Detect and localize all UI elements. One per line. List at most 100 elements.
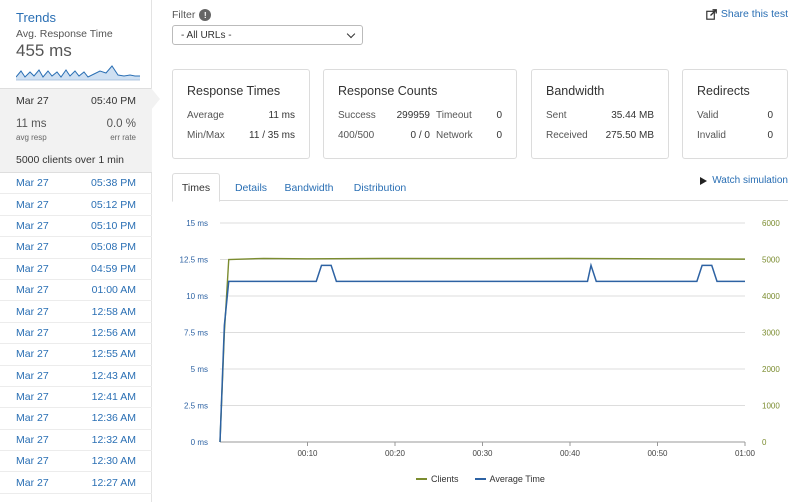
selected-run-pointer bbox=[151, 88, 160, 110]
selected-run[interactable]: Mar 27 05:40 PM 11 ms avg resp 0.0 % err… bbox=[0, 88, 152, 173]
success-value: 299959 bbox=[396, 110, 430, 121]
redirects-title: Redirects bbox=[697, 84, 750, 98]
run-time: 12:41 AM bbox=[91, 391, 136, 404]
sent-label: Sent bbox=[546, 110, 567, 121]
run-list-item[interactable]: Mar 27 12:56 AM bbox=[0, 323, 152, 345]
tab-distribution[interactable]: Distribution bbox=[353, 181, 407, 194]
x-tick-label: 00:30 bbox=[472, 449, 493, 458]
watch-simulation-label: Watch simulation bbox=[712, 175, 788, 186]
run-list-item[interactable]: Mar 27 12:30 AM bbox=[0, 451, 152, 473]
legend-clients-swatch bbox=[416, 478, 427, 480]
success-label: Success bbox=[338, 110, 376, 121]
avg-resp-metric: 11 ms avg resp bbox=[16, 118, 47, 142]
watch-simulation-link[interactable]: Watch simulation bbox=[700, 175, 788, 186]
run-date: Mar 27 bbox=[16, 391, 49, 404]
tab-details[interactable]: Details bbox=[234, 181, 268, 194]
average-label: Average bbox=[187, 110, 225, 121]
legend-clients-label: Clients bbox=[431, 474, 459, 484]
run-list-item[interactable]: Mar 27 12:32 AM bbox=[0, 430, 152, 452]
tab-times[interactable]: Times bbox=[172, 173, 220, 202]
run-date: Mar 27 bbox=[16, 455, 49, 468]
run-time: 12:56 AM bbox=[91, 326, 136, 339]
run-date: Mar 27 bbox=[16, 369, 49, 382]
run-time: 12:58 AM bbox=[91, 305, 136, 318]
x-tick-label: 00:40 bbox=[560, 449, 581, 458]
bandwidth-title: Bandwidth bbox=[546, 84, 605, 98]
tab-bandwidth[interactable]: Bandwidth bbox=[284, 181, 334, 194]
y-right-tick-label: 3000 bbox=[762, 329, 780, 338]
run-list-item[interactable]: Mar 27 12:36 AM bbox=[0, 408, 152, 430]
y-left-tick-label: 7.5 ms bbox=[184, 329, 208, 338]
average-time-series-line bbox=[219, 262, 745, 443]
err-rate-metric: 0.0 % err rate bbox=[107, 118, 136, 142]
run-list-item[interactable]: Mar 27 12:43 AM bbox=[0, 366, 152, 387]
run-list-item[interactable]: Mar 27 05:38 PM bbox=[0, 173, 152, 195]
play-icon bbox=[700, 176, 708, 185]
run-time: 05:38 PM bbox=[91, 177, 136, 190]
network-value: 0 bbox=[496, 130, 502, 141]
run-date: Mar 27 bbox=[16, 412, 49, 425]
url-filter-select[interactable]: - All URLs - bbox=[172, 25, 363, 45]
valid-value: 0 bbox=[767, 110, 773, 121]
y-left-tick-label: 15 ms bbox=[186, 219, 208, 228]
trend-sparkline bbox=[16, 65, 140, 81]
run-date: Mar 27 bbox=[16, 241, 49, 254]
trends-title[interactable]: Trends bbox=[16, 10, 56, 25]
response-counts-card: Response Counts Success 299959 Timeout 0… bbox=[323, 69, 517, 159]
run-list-item[interactable]: Mar 27 05:08 PM bbox=[0, 237, 152, 259]
run-time: 04:59 PM bbox=[91, 262, 136, 275]
run-list-item[interactable]: Mar 27 12:58 AM bbox=[0, 301, 152, 323]
share-label: Share this test bbox=[720, 8, 788, 20]
run-date: Mar 27 bbox=[16, 198, 49, 211]
err-rate-label: err rate bbox=[110, 133, 136, 142]
url-filter-value: - All URLs - bbox=[181, 29, 232, 41]
run-date: Mar 27 bbox=[16, 326, 49, 339]
timeout-value: 0 bbox=[496, 110, 502, 121]
legend-average-time[interactable]: Average Time bbox=[474, 474, 545, 484]
run-time: 12:32 AM bbox=[91, 433, 136, 446]
network-label: Network bbox=[436, 130, 473, 141]
run-history-list: Mar 27 05:38 PM Mar 27 05:12 PM Mar 27 05:10 … bbox=[0, 173, 152, 494]
y-right-tick-label: 5000 bbox=[762, 256, 780, 265]
sent-value: 35.44 MB bbox=[611, 110, 654, 121]
share-test-link[interactable]: Share this test bbox=[706, 8, 788, 20]
sidebar: Trends Avg. Response Time 455 ms Mar 27 … bbox=[0, 0, 160, 502]
run-list-item[interactable]: Mar 27 05:10 PM bbox=[0, 216, 152, 238]
timeout-label: Timeout bbox=[436, 110, 472, 121]
err-rate-value: 0.0 % bbox=[106, 118, 136, 130]
legend-clients[interactable]: Clients bbox=[416, 474, 459, 484]
valid-label: Valid bbox=[697, 110, 719, 121]
run-list-item[interactable]: Mar 27 05:12 PM bbox=[0, 194, 152, 216]
y-left-tick-label: 2.5 ms bbox=[184, 402, 208, 411]
average-value: 11 ms bbox=[268, 110, 296, 121]
legend-average-time-swatch bbox=[474, 478, 486, 480]
y-right-tick-label: 4000 bbox=[762, 292, 780, 301]
run-list-item[interactable]: Mar 27 04:59 PM bbox=[0, 259, 152, 280]
run-date: Mar 27 bbox=[16, 476, 49, 489]
response-times-title: Response Times bbox=[187, 84, 281, 98]
run-date: Mar 27 bbox=[16, 348, 49, 361]
run-date: Mar 27 bbox=[16, 177, 49, 190]
received-label: Received bbox=[546, 130, 588, 141]
avg-response-label: Avg. Response Time bbox=[16, 28, 113, 40]
info-icon[interactable]: ! bbox=[199, 9, 212, 21]
run-date: Mar 27 bbox=[16, 433, 49, 446]
invalid-label: Invalid bbox=[697, 130, 726, 141]
run-list-item[interactable]: Mar 27 01:00 AM bbox=[0, 280, 152, 302]
clients-summary: 5000 clients over 1 min bbox=[16, 154, 124, 166]
redirects-card: Redirects Valid 0 Invalid 0 bbox=[682, 69, 788, 159]
run-list-item[interactable]: Mar 27 12:55 AM bbox=[0, 344, 152, 366]
response-counts-title: Response Counts bbox=[338, 84, 438, 98]
y-right-tick-label: 2000 bbox=[762, 365, 780, 374]
run-date: Mar 27 bbox=[16, 305, 49, 318]
run-list-item[interactable]: Mar 27 12:41 AM bbox=[0, 387, 152, 409]
run-date: Mar 27 bbox=[16, 262, 49, 275]
status-400-500-label: 400/500 bbox=[338, 130, 375, 141]
y-right-tick-label: 0 bbox=[762, 438, 767, 447]
run-list-item[interactable]: Mar 27 12:27 AM bbox=[0, 472, 152, 494]
chart-tabs: Times Details Bandwidth Distribution bbox=[172, 173, 788, 202]
run-time: 12:43 AM bbox=[91, 369, 136, 382]
minmax-value: 11 / 35 ms bbox=[249, 130, 295, 141]
legend-average-time-label: Average Time bbox=[489, 474, 545, 484]
clients-count-text: 5000 clients over bbox=[16, 154, 99, 166]
